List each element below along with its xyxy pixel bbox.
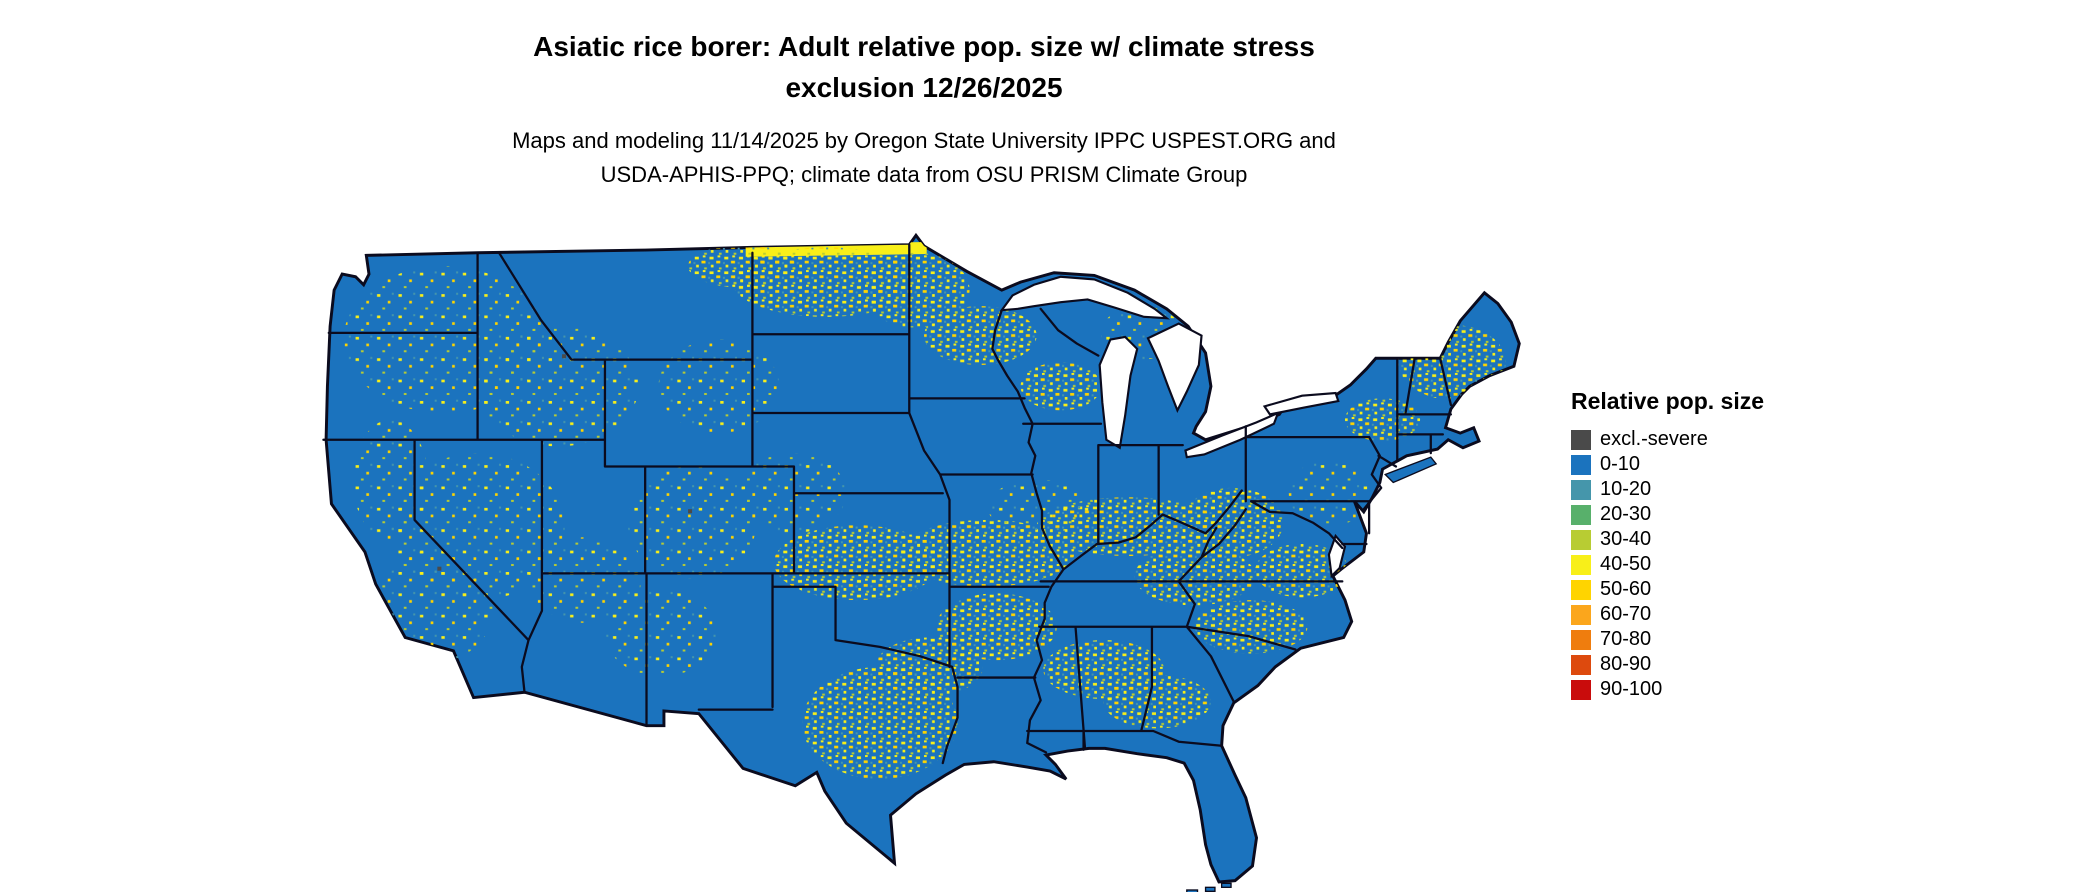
- legend-label: 90-100: [1600, 678, 1663, 700]
- legend-label: 50-60: [1600, 578, 1652, 600]
- legend-label: 10-20: [1600, 478, 1652, 500]
- state-borders: [322, 243, 1453, 765]
- legend-item: 0-10: [1571, 452, 1764, 477]
- legend-label: 20-30: [1600, 503, 1652, 525]
- page-title: Asiatic rice borer: Adult relative pop. …: [0, 26, 1848, 108]
- legend-label: 60-70: [1600, 603, 1652, 625]
- legend-swatch-0-10: [1571, 454, 1591, 475]
- legend: Relative pop. size excl.-severe 0-10 10-…: [1571, 388, 1764, 702]
- legend-item: excl.-severe: [1571, 427, 1764, 452]
- legend-label: 70-80: [1600, 628, 1652, 650]
- legend-swatch-40-50: [1571, 554, 1591, 575]
- legend-label: 40-50: [1600, 553, 1652, 575]
- legend-swatch-60-70: [1571, 604, 1591, 625]
- legend-item: 40-50: [1571, 552, 1764, 577]
- page-subtitle: Maps and modeling 11/14/2025 by Oregon S…: [0, 124, 1848, 192]
- lake-erie: [1184, 411, 1280, 459]
- lake-ontario: [1262, 391, 1340, 416]
- legend-label: excl.-severe: [1600, 428, 1708, 450]
- legend-item: 50-60: [1571, 577, 1764, 602]
- florida-keys: [1220, 882, 1232, 888]
- subtitle-line-2: USDA-APHIS-PPQ; climate data from OSU PR…: [600, 162, 1248, 187]
- title-line-1: Asiatic rice borer: Adult relative pop. …: [533, 31, 1315, 62]
- great-lakes: [999, 275, 1347, 579]
- legend-label: 80-90: [1600, 653, 1652, 675]
- legend-swatch-excl-severe: [1571, 429, 1591, 450]
- legend-swatch-70-80: [1571, 629, 1591, 650]
- legend-swatch-50-60: [1571, 579, 1591, 600]
- legend-item: 20-30: [1571, 502, 1764, 527]
- long-island: [1384, 456, 1438, 484]
- legend-swatch-10-20: [1571, 479, 1591, 500]
- subtitle-line-1: Maps and modeling 11/14/2025 by Oregon S…: [512, 128, 1336, 153]
- title-line-2: exclusion 12/26/2025: [785, 72, 1063, 103]
- legend-title: Relative pop. size: [1571, 388, 1765, 414]
- legend-label: 0-10: [1600, 453, 1641, 475]
- legend-swatch-30-40: [1571, 529, 1591, 550]
- lake-michigan: [1098, 335, 1139, 450]
- legend-item: 70-80: [1571, 627, 1764, 652]
- islands: [1186, 456, 1438, 892]
- lake-huron: [1146, 322, 1203, 414]
- legend-swatch-80-90: [1571, 654, 1591, 675]
- legend-item: 80-90: [1571, 652, 1764, 677]
- legend-item: 90-100: [1571, 677, 1764, 702]
- legend-item: 10-20: [1571, 477, 1764, 502]
- legend-item: 30-40: [1571, 527, 1764, 552]
- florida-keys: [1204, 886, 1216, 892]
- us-map-svg: [322, 233, 1521, 892]
- legend-label: 30-40: [1600, 528, 1652, 550]
- header: Asiatic rice borer: Adult relative pop. …: [0, 26, 1848, 192]
- us-map: [310, 226, 1530, 892]
- legend-swatch-20-30: [1571, 504, 1591, 525]
- legend-swatch-90-100: [1571, 679, 1591, 700]
- lake-superior: [999, 275, 1171, 320]
- legend-item: 60-70: [1571, 602, 1764, 627]
